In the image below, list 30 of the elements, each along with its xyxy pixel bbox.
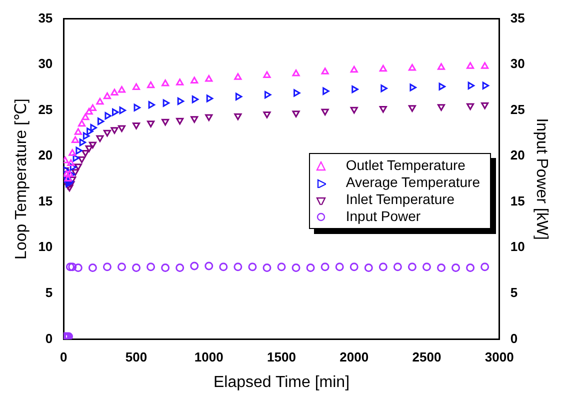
y2-tick-label: 20 — [510, 148, 525, 163]
x-tick-label: 500 — [125, 350, 148, 365]
x-tick-label: 2000 — [340, 350, 369, 365]
y-axis-title: Loop Temperature [℃] — [13, 98, 30, 260]
y2-tick-label: 35 — [510, 10, 525, 26]
x-tick-label: 2500 — [412, 350, 442, 365]
y2-tick-label: 5 — [510, 285, 518, 300]
y-tick-label: 0 — [45, 330, 53, 346]
y-tick-label: 30 — [38, 56, 53, 72]
y-tick-label: 5 — [45, 285, 53, 300]
legend-label: Input Power — [346, 208, 421, 225]
y2-tick-label: 10 — [510, 239, 525, 254]
y-tick-label: 35 — [38, 10, 53, 26]
x-axis-title: Elapsed Time [min] — [213, 374, 350, 391]
y-tick-label: 15 — [38, 193, 53, 208]
y2-tick-label: 0 — [510, 330, 518, 346]
x-tick-label: 1000 — [194, 350, 224, 365]
x-tick-label: 3000 — [484, 350, 514, 365]
legend-label: Inlet Temperature — [346, 191, 455, 208]
x-tick-label: 1500 — [267, 350, 296, 365]
y2-tick-label: 25 — [510, 102, 525, 117]
y-tick-label: 10 — [38, 239, 53, 254]
y-tick-label: 20 — [38, 148, 53, 163]
legend-label: Outlet Temperature — [346, 157, 466, 174]
y-tick-label: 25 — [38, 102, 53, 117]
legend-label: Average Temperature — [346, 174, 480, 191]
x-tick-label: 0 — [60, 350, 68, 365]
y2-tick-label: 30 — [510, 56, 525, 72]
y2-axis-title: Input Power [kW] — [532, 118, 550, 240]
y2-tick-label: 15 — [510, 193, 525, 208]
